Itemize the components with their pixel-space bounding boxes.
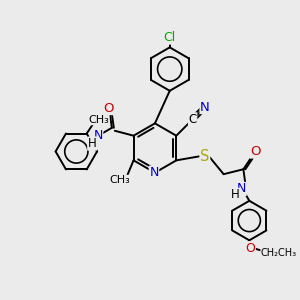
Text: O: O [250, 145, 260, 158]
Text: N: N [93, 129, 103, 142]
Text: CH₂CH₃: CH₂CH₃ [261, 248, 297, 258]
Text: H: H [231, 188, 240, 201]
Text: O: O [245, 242, 255, 255]
Text: N: N [237, 182, 246, 196]
Text: CH₃: CH₃ [88, 115, 109, 125]
Text: H: H [88, 137, 97, 150]
Text: N: N [149, 166, 159, 179]
Text: Cl: Cl [164, 31, 176, 44]
Text: O: O [103, 102, 114, 115]
Text: N: N [200, 100, 210, 113]
Text: S: S [200, 149, 210, 164]
Text: CH₃: CH₃ [110, 176, 130, 185]
Text: C: C [188, 113, 197, 126]
